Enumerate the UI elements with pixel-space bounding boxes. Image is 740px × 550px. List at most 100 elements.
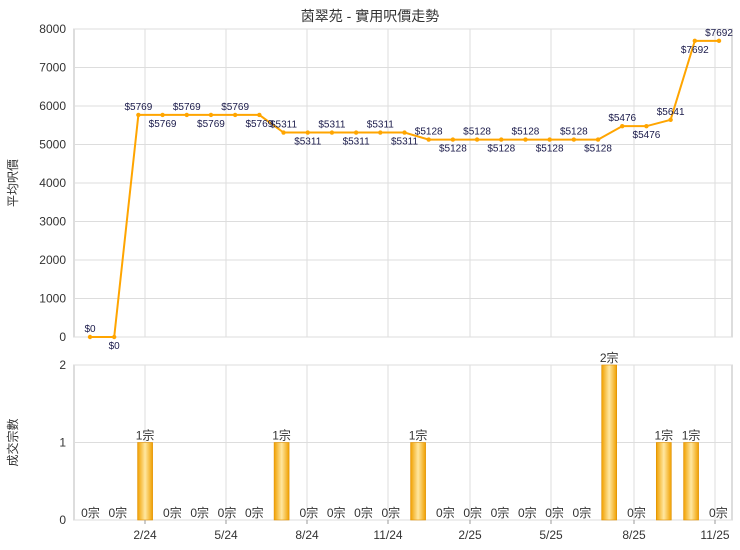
price-point xyxy=(160,112,165,118)
count-bar-label: 0宗 xyxy=(300,505,319,520)
price-point xyxy=(692,38,698,44)
price-point xyxy=(87,334,93,340)
count-bar-label: 2宗 xyxy=(600,350,619,365)
count-bar xyxy=(601,364,618,521)
count-bar-label: 0宗 xyxy=(491,505,510,520)
price-point-label: $5128 xyxy=(439,144,467,155)
count-bar-label: 0宗 xyxy=(436,505,455,520)
count-bar-label: 0宗 xyxy=(463,505,482,520)
count-bar-label: 0宗 xyxy=(518,505,537,520)
price-point xyxy=(716,38,722,44)
price-point xyxy=(620,123,625,129)
price-point-label: $7692 xyxy=(705,28,733,39)
price-y-tick-label: 4000 xyxy=(39,176,66,190)
price-point xyxy=(474,137,480,142)
count-y-axis-label: 成交宗數 xyxy=(5,418,20,466)
transactions-panel: 0 1 2 成交宗數 0宗 0宗 1宗 0宗 0宗 0宗 0宗 1宗 0宗 0宗 0宗 0宗 1宗 0宗 0宗 0宗 0… xyxy=(5,350,733,542)
count-bar xyxy=(273,442,290,521)
price-point-label: $5128 xyxy=(463,127,491,138)
x-tick-label: 8/25 xyxy=(622,528,646,542)
price-point xyxy=(232,112,238,118)
count-bar-label: 0宗 xyxy=(545,505,564,520)
price-y-tick-label: 1000 xyxy=(39,292,66,306)
price-point-label: $5311 xyxy=(294,137,322,148)
count-bar-label: 1宗 xyxy=(654,428,673,443)
price-y-tick-label: 7000 xyxy=(39,61,66,75)
count-y-tick-label: 0 xyxy=(59,513,66,527)
chart-title: 茵翠苑 - 實用呎價走勢 xyxy=(301,8,439,24)
price-point xyxy=(136,112,141,118)
price-point-label: $5641 xyxy=(657,107,685,118)
price-point-label: $5769 xyxy=(245,119,273,130)
count-bar-label: 0宗 xyxy=(163,505,182,520)
count-bar-label: 1宗 xyxy=(136,428,155,443)
price-point-label: $5128 xyxy=(512,127,540,138)
price-y-tick-label: 8000 xyxy=(39,22,66,36)
price-point xyxy=(329,130,335,135)
count-y-tick-label: 2 xyxy=(59,358,66,372)
count-bar-label: 1宗 xyxy=(409,428,428,443)
price-point-label: $0 xyxy=(109,341,121,352)
price-point xyxy=(111,334,117,340)
price-point xyxy=(353,130,359,135)
price-point-label: $5128 xyxy=(560,127,588,138)
count-bar-label: 0宗 xyxy=(709,505,728,520)
price-point xyxy=(644,123,649,129)
x-tick-label: 8/24 xyxy=(295,528,319,542)
count-bar-label: 0宗 xyxy=(81,505,100,520)
price-point xyxy=(257,112,262,118)
price-point-label: $5769 xyxy=(221,102,249,113)
count-bar-label: 0宗 xyxy=(190,505,209,520)
count-bar-label: 0宗 xyxy=(381,505,400,520)
price-point-label: $5128 xyxy=(487,144,515,155)
count-bar xyxy=(137,442,153,521)
x-tick-label: 11/25 xyxy=(700,528,729,542)
x-tick-label: 2/25 xyxy=(458,528,482,542)
price-point-label: $5769 xyxy=(149,119,177,130)
price-point-label: $5311 xyxy=(391,137,419,148)
price-y-tick-label: 2000 xyxy=(39,253,66,267)
x-tick-label: 5/25 xyxy=(539,528,563,542)
price-point-label: $5128 xyxy=(415,127,443,138)
price-y-tick-label: 6000 xyxy=(39,99,66,113)
price-point-label: $7692 xyxy=(681,45,709,56)
count-bar-label: 0宗 xyxy=(627,505,646,520)
price-point xyxy=(595,137,601,142)
count-bar-label: 1宗 xyxy=(272,428,291,443)
x-tick-label: 5/24 xyxy=(214,528,238,542)
price-point-label: $5128 xyxy=(584,144,612,155)
price-point-label: $5311 xyxy=(343,137,371,148)
count-bar-label: 1宗 xyxy=(682,428,701,443)
count-y-tick-label: 1 xyxy=(59,436,66,450)
x-tick-label: 2/24 xyxy=(133,528,157,542)
price-point-label: $5311 xyxy=(270,120,298,131)
price-point-label: $5769 xyxy=(197,119,225,130)
price-point-label: $5311 xyxy=(367,120,395,131)
count-bar-label: 0宗 xyxy=(573,505,592,520)
price-point xyxy=(499,137,504,142)
price-point xyxy=(378,130,383,135)
count-bar xyxy=(410,442,426,521)
price-point xyxy=(426,137,431,142)
price-y-axis-label: 平均呎價 xyxy=(6,159,20,207)
price-point xyxy=(571,137,577,142)
price-point xyxy=(668,117,673,123)
price-point-label: $5476 xyxy=(608,113,636,124)
price-point xyxy=(281,130,286,135)
count-bar-label: 0宗 xyxy=(108,505,127,520)
price-point xyxy=(523,137,528,142)
price-point-label: $0 xyxy=(84,324,96,335)
price-point xyxy=(305,130,310,135)
count-bar-label: 0宗 xyxy=(354,505,373,520)
count-bar-label: 0宗 xyxy=(245,505,264,520)
price-point xyxy=(450,137,456,142)
count-bar xyxy=(655,442,672,521)
price-point-label: $5769 xyxy=(173,102,201,113)
count-bar-label: 0宗 xyxy=(218,505,237,520)
price-point-label: $5769 xyxy=(124,102,152,113)
count-bar xyxy=(683,442,699,521)
price-point-label: $5311 xyxy=(318,120,346,131)
price-y-tick-label: 0 xyxy=(59,330,66,344)
price-point xyxy=(208,112,214,118)
